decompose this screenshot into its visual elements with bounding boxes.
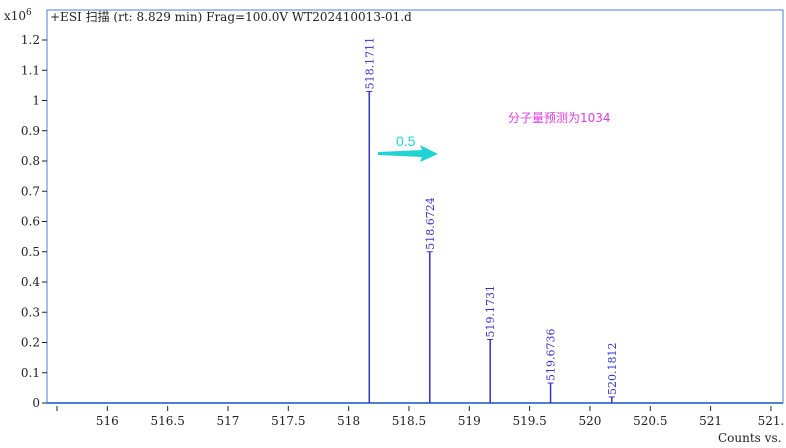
mw-note: 分子量预测为1034 (508, 111, 611, 125)
peak-label: 519.1731 (484, 285, 497, 338)
y-multiplier: x106 (4, 8, 32, 23)
x-tick-label: 521. (758, 414, 785, 428)
x-tick-label: 517.5 (271, 414, 305, 428)
plot-frame (46, 9, 784, 404)
peak-label: 519.6736 (545, 329, 558, 382)
y-tick-label: 1 (32, 94, 40, 108)
arrow-label: 0.5 (396, 133, 416, 149)
y-tick-label: 0.3 (21, 305, 40, 319)
x-tick-label: 516.5 (150, 414, 184, 428)
y-tick-label: 0.4 (21, 275, 40, 289)
x-tick-label: 516 (96, 414, 119, 428)
x-tick-label: 517 (217, 414, 240, 428)
x-tick-label: 519.5 (512, 414, 546, 428)
peak-label: 520.1812 (606, 342, 619, 395)
arrow-annotation: 0.5 (378, 133, 438, 162)
y-multiplier-base: x10 (4, 9, 26, 23)
y-tick-label: 0.6 (21, 215, 40, 229)
x-tick-label: 520.5 (633, 414, 667, 428)
x-tick-label: 518 (337, 414, 360, 428)
y-tick-label: 0.8 (21, 154, 40, 168)
y-tick-label: 0.9 (21, 124, 40, 138)
x-tick-label: 521 (699, 414, 722, 428)
x-tick-label: 520 (578, 414, 601, 428)
peak-label: 518.6724 (424, 197, 437, 250)
y-tick-label: 0.5 (21, 245, 40, 259)
arrow-icon (378, 145, 438, 162)
y-tick-label: 0.7 (21, 184, 40, 198)
y-tick-label: 0 (32, 396, 40, 410)
chart-title: +ESI 扫描 (rt: 8.829 min) Frag=100.0V WT20… (50, 10, 412, 24)
y-tick-label: 1.2 (21, 33, 40, 47)
x-tick-label: 518.5 (392, 414, 426, 428)
y-tick-label: 0.2 (21, 336, 40, 350)
x-tick-label: 519 (458, 414, 481, 428)
axis-ticks: 516 516.5 517 517.5 518 518.5 519 519.5 520 520.5… (21, 33, 784, 428)
x-axis-label: Counts vs. (718, 431, 781, 445)
peaks: 518.1711 518.6724 519.1731 519.6736 520.1812 (363, 37, 619, 403)
peak-label: 518.1711 (363, 37, 376, 90)
y-multiplier-exponent: 6 (26, 8, 32, 18)
y-tick-label: 1.1 (21, 63, 40, 77)
y-tick-label: 0.1 (21, 366, 40, 380)
